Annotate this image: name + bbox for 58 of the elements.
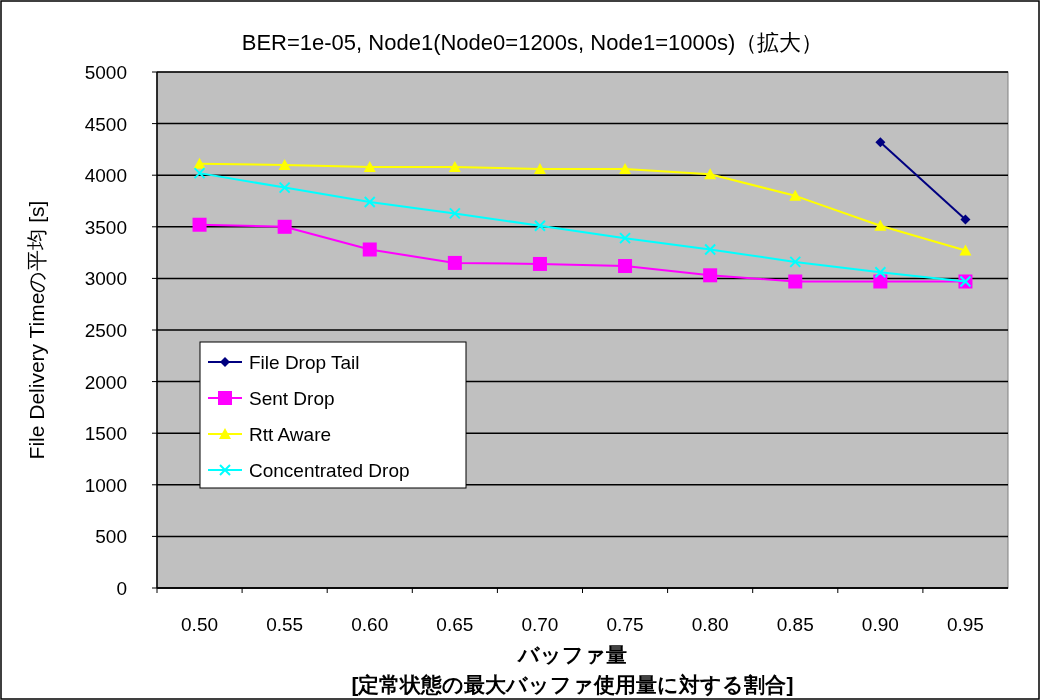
x-tick-label: 0.60 xyxy=(351,614,389,635)
y-tick-label: 4500 xyxy=(84,113,127,135)
legend-label: File Drop Tail xyxy=(249,352,360,373)
y-tick-label: 1000 xyxy=(84,474,127,496)
x-tick-label: 0.80 xyxy=(691,614,729,635)
x-tick-label: 0.75 xyxy=(606,614,644,635)
y-tick-label: 0 xyxy=(116,578,127,599)
point xyxy=(789,255,802,268)
point xyxy=(874,219,887,231)
y-tick-label: 2500 xyxy=(84,320,127,341)
point xyxy=(873,274,888,289)
point xyxy=(193,167,206,180)
y-tick-label: 5000 xyxy=(84,62,127,83)
point xyxy=(278,158,291,170)
point xyxy=(875,137,886,148)
point xyxy=(362,242,377,257)
point xyxy=(874,266,887,279)
legend-label: Concentrated Drop xyxy=(249,460,410,481)
point xyxy=(703,268,718,283)
point xyxy=(789,189,802,201)
x-tick-label: 0.55 xyxy=(266,614,304,635)
point xyxy=(448,160,461,172)
legend-label: Sent Drop xyxy=(249,388,335,409)
x-tick-label: 0.70 xyxy=(521,614,559,635)
legend-label: Rtt Aware xyxy=(249,424,332,445)
x-axis-title: バッファ量 [定常状態の最大バッファ使用量に対する割合] xyxy=(351,643,794,697)
y-tick-label: 4000 xyxy=(84,165,127,187)
x-tick-label: 0.90 xyxy=(861,614,899,635)
point xyxy=(704,243,717,256)
point xyxy=(192,217,207,232)
point xyxy=(533,219,546,232)
point xyxy=(959,244,972,256)
point xyxy=(363,196,376,209)
point xyxy=(278,181,291,194)
y-axis-title: File Delivery Timeの平均 [s] xyxy=(25,200,48,460)
x-tick-label: 0.95 xyxy=(946,614,984,635)
point xyxy=(277,219,292,234)
point xyxy=(704,168,717,180)
x-tick-label: 0.65 xyxy=(436,614,474,635)
point xyxy=(532,256,547,271)
y-tick-label: 3000 xyxy=(84,268,127,290)
y-tick-label: 3500 xyxy=(84,216,127,238)
x-tick-label: 0.50 xyxy=(181,614,219,635)
y-tick-label: 500 xyxy=(95,526,127,548)
point xyxy=(619,232,632,245)
y-tick-label: 2000 xyxy=(84,371,127,393)
point xyxy=(363,160,376,172)
x-tick-label: 0.85 xyxy=(776,614,814,635)
point xyxy=(619,163,632,175)
point xyxy=(618,259,633,274)
point xyxy=(960,214,971,225)
point xyxy=(533,163,546,175)
point xyxy=(193,157,206,169)
point xyxy=(447,255,462,270)
point xyxy=(448,207,461,220)
y-tick-label: 1500 xyxy=(84,423,127,445)
point xyxy=(788,274,803,289)
chart-title: BER=1e-05, Node1(Node0=1200s, Node1=1000s)（拡大） xyxy=(241,30,824,55)
